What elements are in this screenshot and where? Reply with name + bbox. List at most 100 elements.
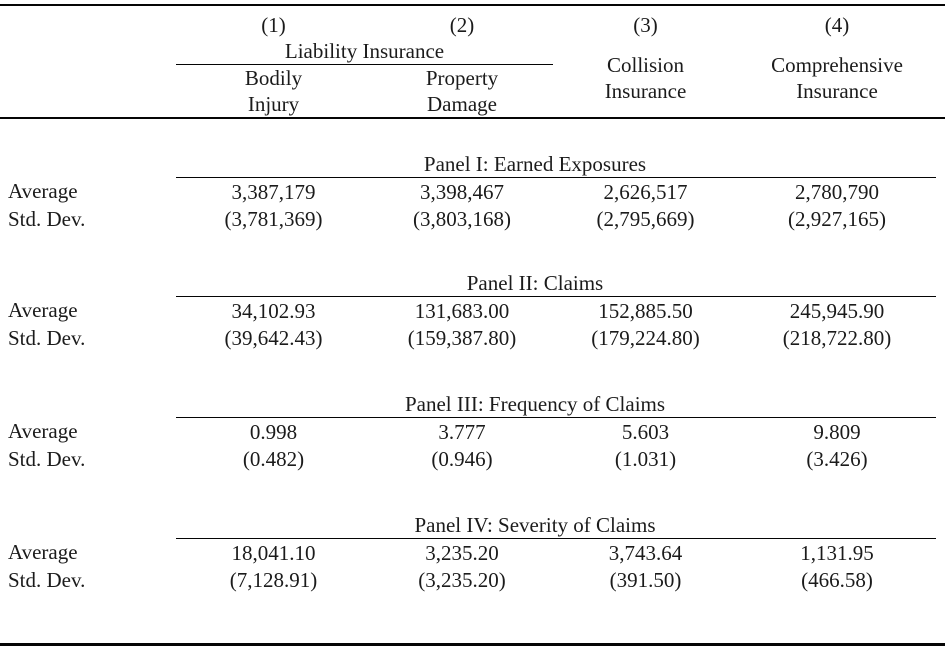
row-label: Std. Dev.	[8, 446, 86, 471]
average-row: Average 3,387,179 3,398,467 2,626,517 2,…	[0, 178, 945, 206]
value-cell: (0.482)	[242, 446, 305, 471]
spacer	[0, 65, 176, 92]
spacer	[936, 38, 945, 65]
panel-title: Panel III: Frequency of Claims	[176, 391, 936, 418]
value-cell: (466.58)	[801, 567, 873, 592]
column-number: (3)	[633, 13, 658, 37]
spacer	[0, 91, 176, 118]
spacer-row	[0, 472, 945, 512]
subheader-row: Injury Damage	[0, 91, 945, 118]
value-cell: 131,683.00	[414, 298, 510, 323]
spacer-row	[0, 351, 945, 391]
value-cell: (218,722.80)	[782, 325, 892, 350]
property-column-header: Damage	[427, 92, 497, 116]
value-cell: (0.946)	[431, 446, 493, 471]
spacer	[936, 324, 945, 351]
bodily-column-header: Bodily	[244, 66, 303, 90]
spacer	[936, 566, 945, 593]
row-label: Std. Dev.	[8, 325, 86, 350]
subheader-row: Bodily Property	[0, 65, 945, 92]
value-cell: 1,131.95	[800, 540, 874, 565]
value-cell: (3,781,369)	[224, 206, 323, 231]
value-cell: 2,626,517	[603, 179, 688, 204]
value-cell: 0.998	[249, 419, 298, 444]
panel-title: Panel II: Claims	[176, 270, 936, 297]
table-top-rule	[0, 4, 945, 6]
spacer	[0, 232, 945, 270]
row-label: Std. Dev.	[8, 206, 86, 231]
row-label: Average	[8, 298, 78, 323]
value-cell: 3,743.64	[608, 540, 683, 565]
spacer-row	[0, 119, 945, 151]
spacer	[0, 391, 176, 418]
value-cell: 3,235.20	[425, 540, 499, 565]
value-cell: (3.426)	[806, 446, 868, 471]
std-dev-row: Std. Dev. (3,781,369) (3,803,168) (2,795…	[0, 205, 945, 232]
spacer	[0, 270, 176, 297]
column-number: (4)	[824, 13, 850, 37]
table-bottom-rule	[0, 643, 945, 646]
value-cell: 18,041.10	[231, 540, 316, 565]
spacer	[0, 151, 176, 178]
value-cell: 3.777	[438, 419, 486, 444]
value-cell: (3,803,168)	[413, 206, 511, 231]
group-header-row: Liability Insurance Collision Insurance …	[0, 38, 945, 103]
panel-title-row: Panel III: Frequency of Claims	[0, 391, 945, 418]
spacer	[0, 38, 176, 65]
column-number: (2)	[449, 13, 475, 37]
value-cell: (179,224.80)	[591, 325, 700, 350]
liability-group-header: Liability Insurance	[176, 38, 553, 65]
std-dev-row: Std. Dev. (7,128.91) (3,235.20) (391.50)…	[0, 566, 945, 593]
std-dev-row: Std. Dev. (39,642.43) (159,387.80) (179,…	[0, 324, 945, 351]
value-cell: (3,235.20)	[418, 567, 506, 592]
column-number-row: (1) (2) (3) (4)	[0, 6, 945, 38]
spacer	[936, 297, 945, 325]
column-header-line: Insurance	[796, 78, 878, 103]
value-cell: (391.50)	[609, 567, 682, 592]
spacer	[936, 445, 945, 472]
panel-title: Panel I: Earned Exposures	[176, 151, 936, 178]
value-cell: 152,885.50	[598, 298, 693, 323]
spacer	[936, 512, 945, 539]
spacer	[936, 539, 945, 567]
spacer	[936, 391, 945, 418]
column-header-line: Insurance	[604, 78, 687, 103]
spacer	[936, 91, 945, 118]
row-label: Average	[8, 179, 78, 204]
value-cell: 34,102.93	[231, 298, 316, 323]
bodily-column-header: Injury	[247, 92, 300, 116]
value-cell: (7,128.91)	[229, 567, 318, 592]
comprehensive-column-header: Comprehensive Insurance	[738, 38, 936, 118]
panel-title: Panel IV: Severity of Claims	[176, 512, 936, 539]
panel-title-row: Panel I: Earned Exposures	[0, 151, 945, 178]
spacer	[936, 151, 945, 178]
value-cell: (2,927,165)	[788, 206, 886, 231]
spacer	[0, 6, 176, 38]
spacer	[936, 6, 945, 38]
column-header-line: Collision	[606, 52, 685, 77]
row-label: Average	[8, 419, 78, 444]
spacer	[936, 178, 945, 206]
value-cell: (1.031)	[614, 446, 677, 471]
average-row: Average 0.998 3.777 5.603 9.809	[0, 418, 945, 446]
value-cell: (2,795,669)	[596, 206, 695, 231]
value-cell: 2,780,790	[795, 179, 879, 204]
column-number: (1)	[261, 13, 286, 37]
value-cell: 5.603	[621, 419, 670, 444]
spacer	[0, 351, 945, 391]
summary-statistics-table: (1) (2) (3) (4) Liability Insurance Coll…	[0, 6, 945, 593]
row-label: Average	[8, 540, 78, 565]
spacer	[936, 205, 945, 232]
spacer-row	[0, 232, 945, 270]
row-label: Std. Dev.	[8, 567, 86, 592]
value-cell: 3,398,467	[420, 179, 504, 204]
value-cell: (39,642.43)	[224, 325, 323, 350]
value-cell: 245,945.90	[789, 298, 885, 323]
panel-title-row: Panel IV: Severity of Claims	[0, 512, 945, 539]
spacer	[0, 119, 945, 151]
value-cell: 9.809	[813, 419, 861, 444]
property-column-header: Property	[425, 66, 499, 90]
spacer	[0, 512, 176, 539]
collision-column-header: Collision Insurance	[553, 38, 738, 118]
